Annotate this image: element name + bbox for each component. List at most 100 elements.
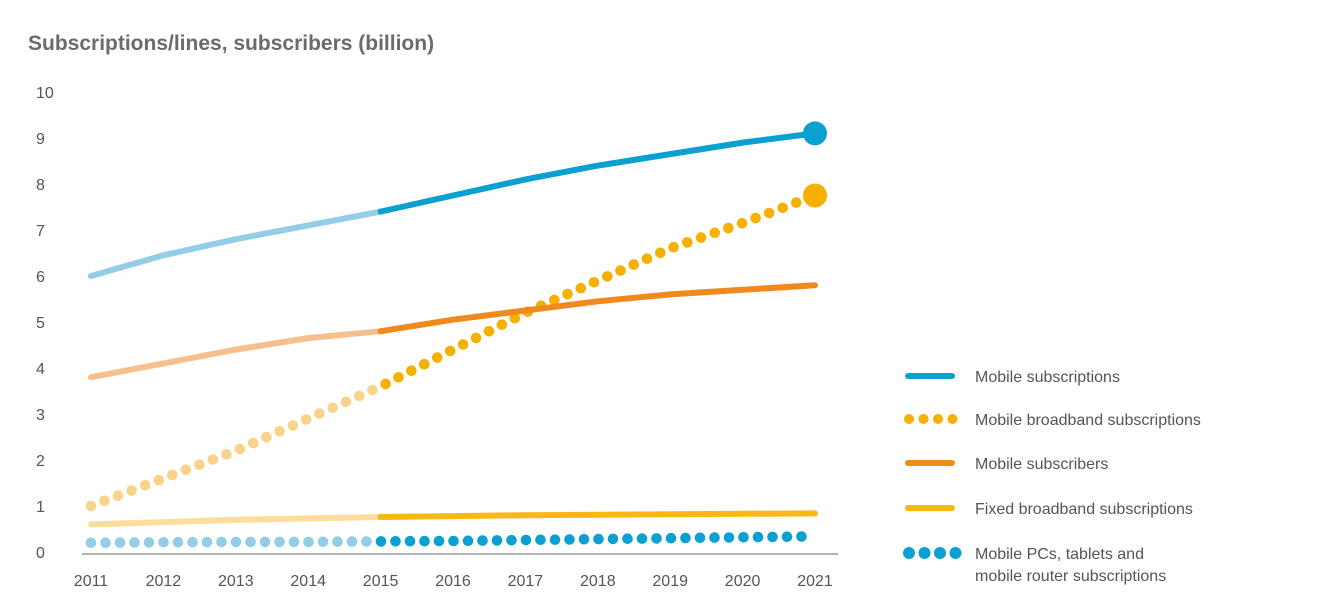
- series-dot: [736, 218, 748, 229]
- series-dot: [114, 537, 126, 548]
- series-dot: [682, 237, 693, 248]
- legend-item-2: Mobile broadband subscriptions: [904, 412, 1201, 429]
- series-1: [88, 121, 827, 279]
- y-tick-label: 0: [36, 545, 45, 562]
- series-dot: [112, 490, 124, 502]
- series-dot: [506, 534, 517, 546]
- legend-swatch-dot: [933, 414, 943, 424]
- legend-swatch-dot: [903, 547, 915, 559]
- series-dot: [375, 536, 387, 547]
- series-dot: [245, 536, 256, 548]
- series-dot: [332, 536, 343, 547]
- series-dot: [470, 332, 482, 344]
- y-tick-label: 1: [36, 499, 45, 516]
- series-dot: [221, 449, 232, 460]
- y-tick-label: 5: [36, 315, 45, 332]
- series-dot: [723, 532, 735, 543]
- series-dot: [651, 533, 662, 544]
- y-tick-label: 10: [36, 85, 54, 102]
- series-dot: [777, 202, 788, 214]
- legend-swatch-dot: [918, 547, 931, 559]
- series-dot: [791, 197, 802, 208]
- series-dot: [607, 533, 619, 545]
- series-dot: [622, 533, 633, 544]
- legend-label: Mobile broadband subscriptions: [975, 412, 1201, 429]
- series-dot: [187, 536, 198, 548]
- y-tick-label: 4: [36, 361, 45, 378]
- series-line-history: [88, 208, 384, 279]
- series-dot: [477, 535, 488, 546]
- series-dot: [274, 536, 285, 548]
- series-line-history: [88, 514, 384, 528]
- series-dot: [153, 474, 164, 486]
- x-tick-label: 2016: [435, 573, 471, 590]
- series-line-forecast: [377, 510, 818, 520]
- x-tick-label: 2017: [508, 573, 544, 590]
- series-dot: [549, 534, 561, 545]
- series-dot: [750, 212, 761, 224]
- series-dot: [433, 535, 445, 547]
- series-dot: [216, 536, 227, 548]
- series-dot: [180, 464, 192, 476]
- series-dot: [491, 535, 503, 546]
- series-dot: [562, 288, 573, 300]
- y-tick-label: 3: [36, 407, 45, 424]
- series-dot: [796, 531, 807, 542]
- series-dot: [680, 532, 691, 544]
- series-dot: [274, 426, 286, 437]
- endpoint-marker: [803, 183, 827, 208]
- x-tick-label: 2013: [218, 573, 254, 590]
- series-dot: [419, 535, 430, 547]
- series-dot: [602, 271, 613, 282]
- legend-label: Fixed broadband subscriptions: [975, 501, 1193, 518]
- series-dot: [129, 537, 140, 548]
- series-dot: [247, 437, 259, 449]
- series-dot: [419, 358, 430, 370]
- series-dot: [367, 384, 378, 396]
- series-dot: [448, 535, 459, 547]
- series-dot: [457, 339, 469, 350]
- series-dot: [300, 414, 312, 425]
- series-dot: [781, 531, 793, 542]
- series-dot: [628, 259, 640, 270]
- series-dot: [143, 537, 155, 548]
- series-dot: [85, 537, 97, 549]
- series-line-history: [88, 328, 384, 381]
- series-dot: [317, 536, 329, 548]
- y-tick-label: 6: [36, 269, 45, 286]
- series-dot: [346, 536, 358, 547]
- series-dot: [615, 265, 626, 276]
- series-dot: [578, 534, 590, 545]
- series-dot: [99, 495, 110, 507]
- series-dot: [406, 365, 417, 377]
- series-dot: [767, 531, 778, 543]
- series-line-forecast: [377, 130, 818, 215]
- series-dot: [496, 319, 508, 331]
- legend-swatch-dot: [949, 547, 962, 559]
- series-dot: [432, 352, 443, 363]
- series-dot: [340, 396, 352, 408]
- series-dot: [694, 532, 706, 544]
- series-dot: [709, 532, 720, 543]
- series-dot: [158, 537, 169, 548]
- series-dot: [327, 402, 339, 414]
- y-tick-label: 2: [36, 453, 45, 470]
- series-dot: [588, 277, 600, 288]
- legend-item-4: Fixed broadband subscriptions: [905, 501, 1193, 518]
- x-tick-label: 2020: [725, 573, 761, 590]
- series-dot: [655, 247, 666, 259]
- series-dot: [509, 312, 521, 324]
- series-dot: [287, 420, 299, 431]
- series-dot: [259, 536, 271, 548]
- series-dot: [738, 532, 749, 543]
- series-dot: [752, 531, 764, 543]
- series-dot: [462, 535, 474, 547]
- series-dot: [361, 536, 372, 547]
- series-dot: [636, 533, 648, 544]
- series-layer: [85, 121, 827, 549]
- legend-item-5: Mobile PCs, tablets and mobile router sub…: [903, 546, 1166, 585]
- series-dot: [723, 222, 734, 234]
- legend-swatch-dot: [904, 414, 914, 424]
- series-3: [88, 282, 818, 381]
